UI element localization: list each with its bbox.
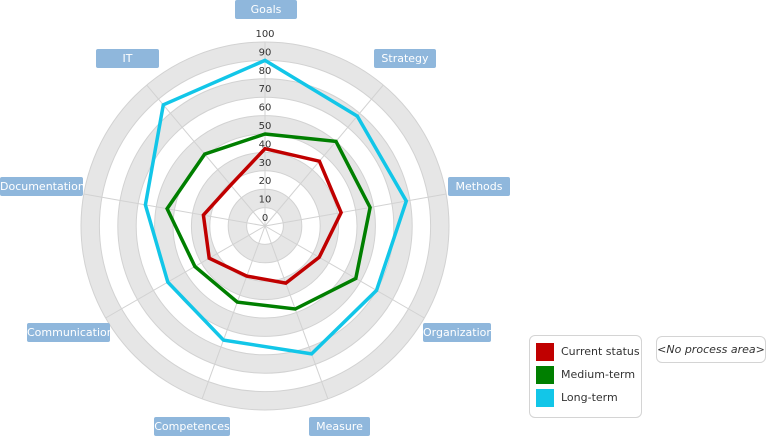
axis-label-competences[interactable]: Competences xyxy=(154,417,230,436)
radar-series xyxy=(143,58,409,356)
radial-tick-label: 70 xyxy=(259,84,272,95)
radar-spoke xyxy=(264,225,425,319)
legend-label: Medium-term xyxy=(561,368,636,381)
axis-label-measure[interactable]: Measure xyxy=(309,417,370,436)
radar-spoke xyxy=(264,84,384,227)
legend-label: Current status xyxy=(561,345,640,358)
chart-legend: Current status Medium-term Long-term xyxy=(529,335,642,418)
series-medium-term[interactable] xyxy=(165,132,372,311)
series-current-status[interactable] xyxy=(201,146,344,285)
axis-label-organization[interactable]: Organization xyxy=(423,323,493,342)
axis-label-it[interactable]: IT xyxy=(96,49,159,68)
radial-tick-label: 0 xyxy=(262,213,268,224)
legend-item-medium-term[interactable]: Medium-term xyxy=(536,365,635,384)
legend-swatch-cyan xyxy=(536,388,554,407)
legend-label: Long-term xyxy=(561,391,618,404)
radial-tick-label: 100 xyxy=(255,29,274,40)
radial-tick-label: 30 xyxy=(259,158,272,169)
radial-tick-label: 60 xyxy=(259,103,272,114)
radar-spoke xyxy=(105,225,266,319)
legend-swatch-green xyxy=(536,365,554,384)
radial-tick-label: 90 xyxy=(259,47,272,58)
radial-tick-label: 50 xyxy=(259,121,272,132)
radial-tick-label: 10 xyxy=(259,195,272,206)
legend-swatch-red xyxy=(536,342,554,361)
radial-tick-label: 40 xyxy=(259,139,272,150)
axis-label-communication[interactable]: Communication xyxy=(27,323,114,342)
axis-label-methods[interactable]: Methods xyxy=(448,177,510,196)
process-area-selector[interactable]: <No process area> xyxy=(656,336,766,363)
radial-tick-label: 80 xyxy=(259,66,272,77)
series-long-term[interactable] xyxy=(143,58,409,356)
legend-item-current-status[interactable]: Current status xyxy=(536,342,640,361)
legend-item-long-term[interactable]: Long-term xyxy=(536,388,618,407)
radial-tick-labels: 0 10 20 30 40 50 60 70 80 90 100 xyxy=(255,29,274,224)
axis-label-documentation[interactable]: Documentation xyxy=(0,177,85,196)
radial-tick-label: 20 xyxy=(259,176,272,187)
radar-spoke xyxy=(83,193,266,227)
radar-spoke xyxy=(264,225,329,400)
radar-spoke xyxy=(201,225,266,400)
radar-spoke xyxy=(264,193,447,227)
axis-label-goals[interactable]: Goals xyxy=(235,0,297,19)
axis-label-strategy[interactable]: Strategy xyxy=(374,49,436,68)
